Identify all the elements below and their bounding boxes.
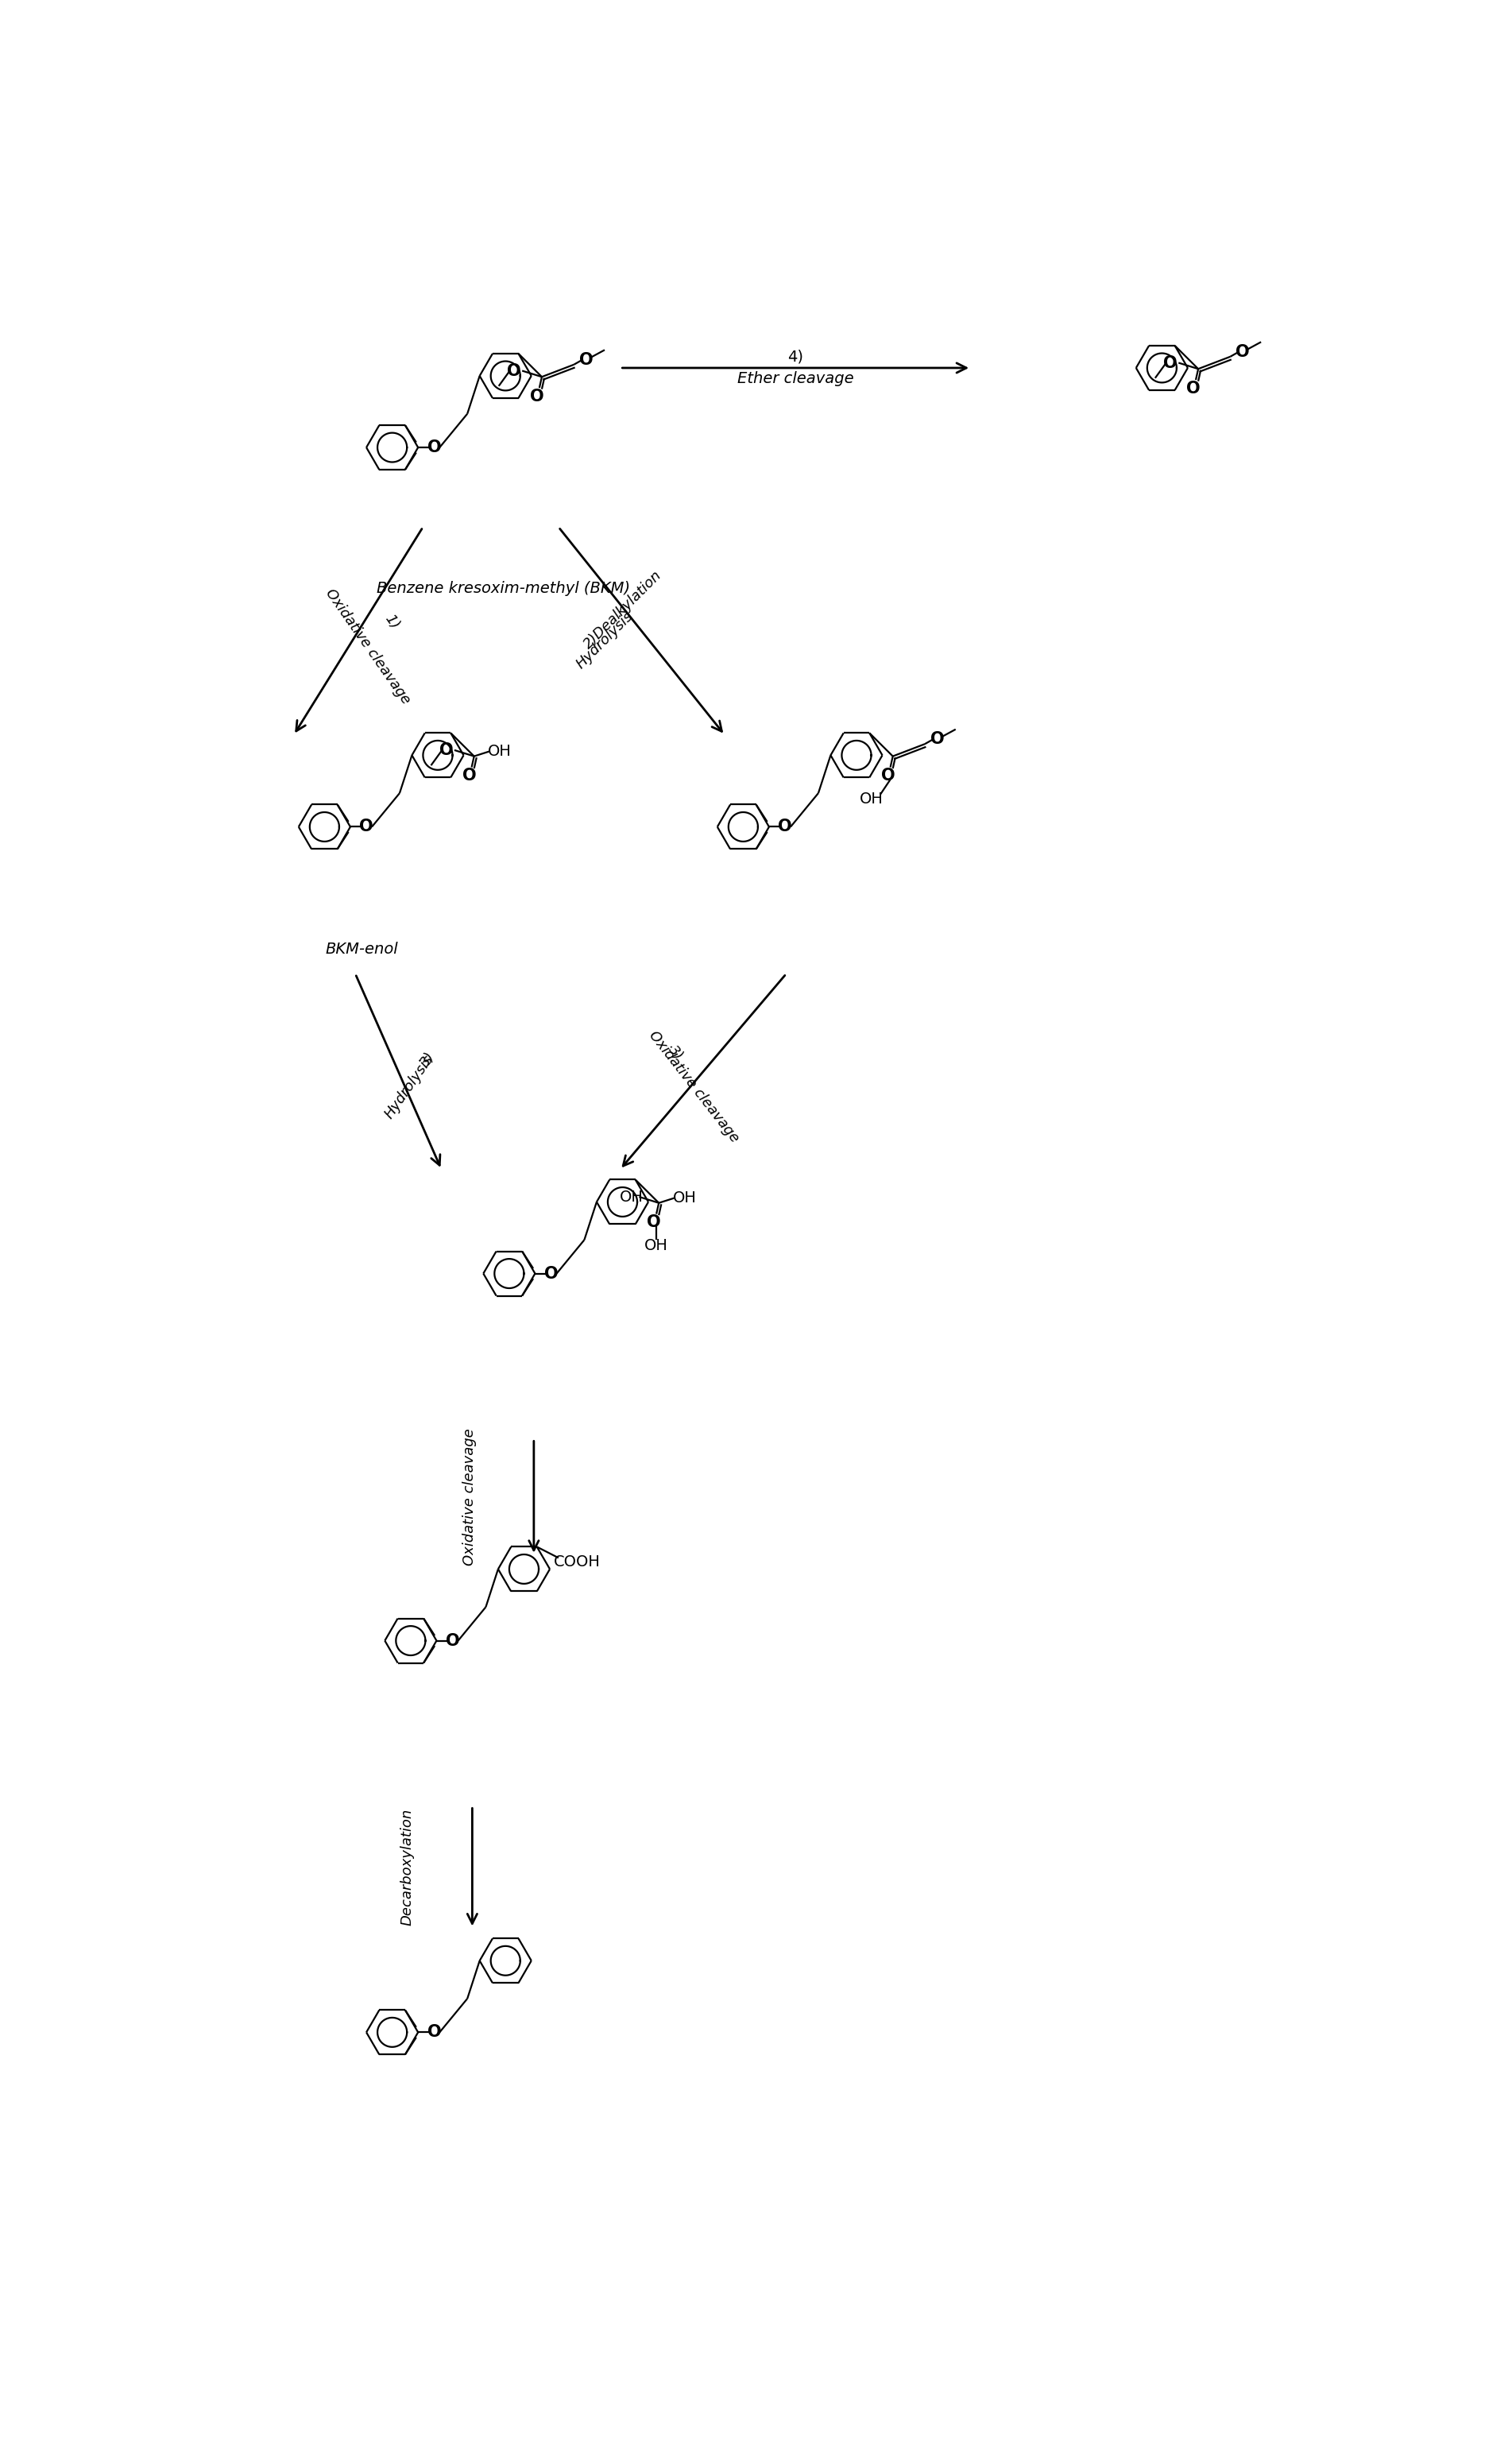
Text: O: O	[779, 820, 792, 834]
Text: Hydrolysis: Hydrolysis	[573, 609, 637, 672]
Text: O: O	[426, 439, 442, 456]
Text: COOH: COOH	[553, 1553, 600, 1571]
Text: O: O	[544, 1266, 558, 1281]
Text: 4): 4)	[788, 348, 803, 366]
Text: OH: OH	[620, 1190, 643, 1205]
Text: O: O	[1187, 380, 1201, 398]
Text: 3): 3)	[417, 1050, 438, 1070]
Text: O: O	[647, 1215, 661, 1229]
Text: Benzene kresoxim-methyl (BKM): Benzene kresoxim-methyl (BKM)	[376, 582, 631, 596]
Text: O: O	[529, 388, 544, 405]
Text: OH: OH	[859, 793, 883, 807]
Text: OH: OH	[644, 1239, 668, 1254]
Text: OH: OH	[673, 1190, 697, 1205]
Text: 3): 3)	[665, 1043, 685, 1063]
Text: O: O	[1164, 356, 1178, 371]
Text: O: O	[930, 731, 943, 746]
Text: O: O	[579, 351, 593, 368]
Text: Hydrolysis: Hydrolysis	[383, 1053, 437, 1121]
Text: Ether cleavage: Ether cleavage	[738, 371, 854, 385]
Text: 2)Dealkylation: 2)Dealkylation	[581, 567, 665, 650]
Text: OH: OH	[488, 744, 513, 758]
Text: Oxidative cleavage: Oxidative cleavage	[463, 1428, 476, 1566]
Text: 1): 1)	[383, 611, 402, 633]
Text: O: O	[360, 820, 373, 834]
Text: O: O	[507, 363, 522, 378]
Text: BKM-enol: BKM-enol	[325, 942, 398, 957]
Text: Oxidative cleavage: Oxidative cleavage	[646, 1028, 742, 1146]
Text: O: O	[426, 2025, 442, 2039]
Text: O: O	[440, 741, 454, 758]
Text: O: O	[446, 1632, 460, 1649]
Text: Oxidative cleavage: Oxidative cleavage	[322, 587, 413, 707]
Text: O: O	[463, 768, 476, 783]
Text: Decarboxylation: Decarboxylation	[401, 1809, 414, 1926]
Text: O: O	[1235, 344, 1249, 361]
Text: O: O	[881, 768, 895, 783]
